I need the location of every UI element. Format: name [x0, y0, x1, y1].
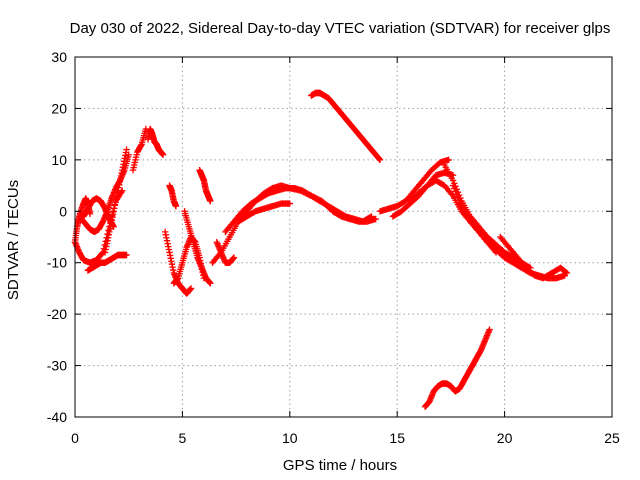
- data-point: [457, 200, 464, 207]
- data-point: [563, 269, 571, 277]
- data-series: [71, 89, 571, 410]
- data-point: [286, 200, 293, 207]
- series-s13: [196, 166, 214, 205]
- series-s26: [421, 326, 493, 410]
- data-point: [453, 191, 460, 198]
- x-tick-label: 0: [71, 430, 79, 446]
- y-tick-label: 0: [59, 203, 67, 219]
- y-tick-label: -20: [47, 306, 67, 322]
- data-point: [562, 269, 570, 276]
- series-s18: [308, 89, 384, 164]
- x-tick-label: 25: [604, 430, 620, 446]
- data-point: [372, 215, 379, 223]
- data-point: [486, 326, 493, 333]
- x-axis-label: GPS time / hours: [283, 457, 397, 474]
- series-s12: [181, 208, 214, 287]
- y-tick-label: -30: [47, 358, 67, 374]
- data-point: [187, 285, 195, 292]
- series-s16: [222, 184, 375, 236]
- data-point: [216, 250, 224, 258]
- x-tick-label: 15: [389, 430, 405, 446]
- series-s23: [441, 161, 534, 272]
- series-s24: [449, 182, 568, 282]
- data-point: [452, 188, 459, 195]
- x-tick-label: 20: [497, 430, 513, 446]
- series-s20: [376, 156, 452, 215]
- axis-ticks: 0 5 10 15 20 25 -40 -30 -20 -10 0 10 20 30: [47, 49, 620, 446]
- x-tick-label: 5: [179, 430, 187, 446]
- chart-title: Day 030 of 2022, Sidereal Day-to-day VTE…: [70, 20, 611, 37]
- data-point: [98, 250, 106, 257]
- data-point: [455, 197, 463, 204]
- data-point: [118, 188, 125, 196]
- series-s19: [329, 208, 379, 225]
- data-point: [230, 254, 238, 261]
- plot-area-border: [74, 56, 613, 418]
- y-axis-label: SDTVAR / TECUs: [5, 180, 22, 300]
- series-s17: [235, 200, 293, 225]
- series-s7: [129, 125, 150, 174]
- y-tick-label: -10: [47, 255, 67, 271]
- y-tick-label: 30: [51, 49, 67, 65]
- series-s25: [497, 233, 571, 282]
- data-point: [451, 185, 458, 192]
- series-s8: [144, 125, 167, 158]
- data-point: [449, 182, 457, 189]
- data-point: [207, 197, 214, 205]
- series-s9: [166, 182, 180, 210]
- data-point: [123, 146, 130, 153]
- x-tick-label: 10: [282, 430, 298, 446]
- data-point: [454, 194, 462, 201]
- series-s6: [101, 146, 130, 256]
- series-s3: [84, 251, 130, 274]
- grid: [75, 57, 612, 417]
- y-tick-label: -40: [47, 409, 67, 425]
- data-point: [376, 156, 384, 164]
- data-point: [123, 251, 130, 259]
- series-s5: [80, 195, 117, 230]
- data-point: [207, 280, 214, 287]
- y-tick-label: 10: [51, 152, 67, 168]
- data-point: [445, 156, 452, 164]
- y-tick-label: 20: [51, 100, 67, 116]
- data-point: [172, 202, 180, 210]
- data-point: [159, 151, 167, 158]
- data-point: [110, 223, 117, 230]
